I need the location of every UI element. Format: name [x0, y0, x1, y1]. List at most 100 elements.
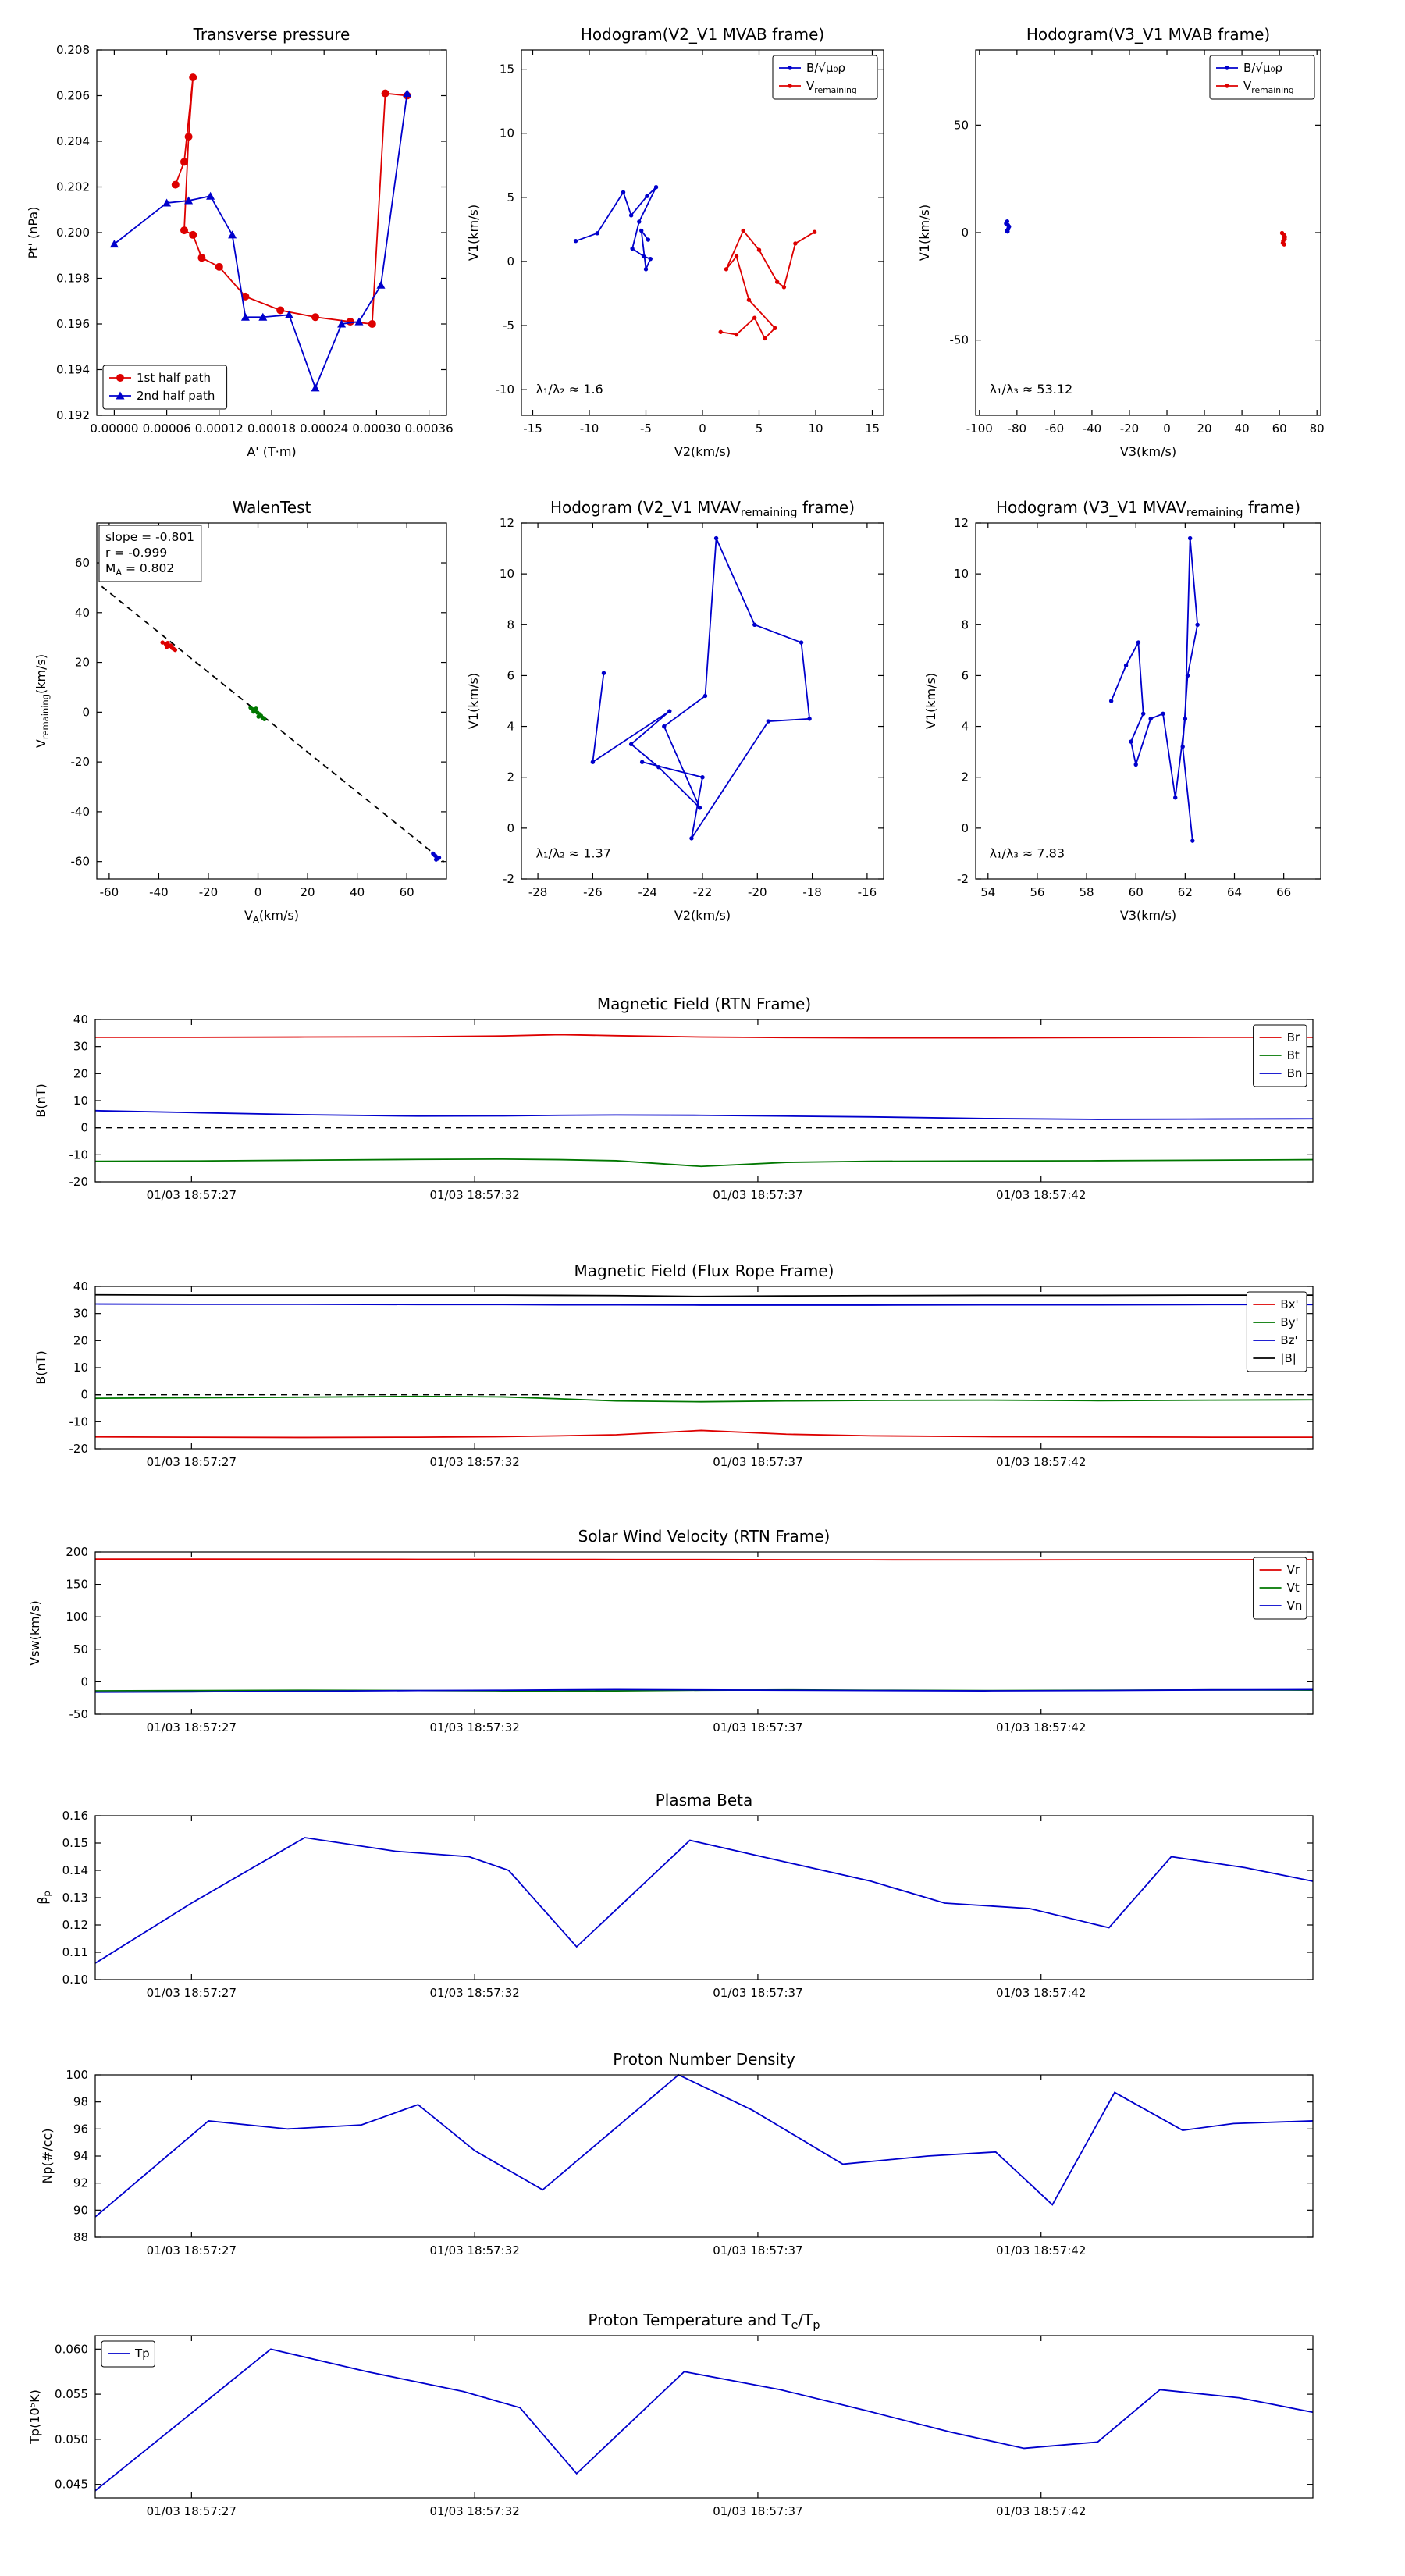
svg-text:Proton Temperature and Te​/Tp​: Proton Temperature and Te​/Tp​ — [588, 2311, 820, 2332]
svg-text:Bx': Bx' — [1280, 1297, 1298, 1311]
svg-text:01/03 18:57:32: 01/03 18:57:32 — [429, 1986, 519, 2000]
svg-text:01/03 18:57:27: 01/03 18:57:27 — [147, 2504, 237, 2518]
svg-text:01/03 18:57:42: 01/03 18:57:42 — [996, 1986, 1086, 2000]
svg-text:Pt' (nPa): Pt' (nPa) — [26, 207, 41, 259]
svg-text:-5: -5 — [640, 422, 652, 436]
svg-text:-80: -80 — [1008, 422, 1027, 436]
svg-text:-20: -20 — [71, 755, 91, 769]
svg-text:10: 10 — [73, 1094, 88, 1108]
svg-text:50: 50 — [954, 118, 969, 132]
svg-text:01/03 18:57:32: 01/03 18:57:32 — [429, 2504, 519, 2518]
svg-text:10: 10 — [500, 567, 514, 581]
chart-svg-transverse-pressure: 0.00000 0.00006 0.00012 0.00018 0.00024 0.000… — [26, 25, 454, 459]
chart-plasma-beta: 01/03 18:57:27 01/03 18:57:32 01/03 18:57:… — [0, 1781, 1405, 2012]
svg-text:12: 12 — [500, 516, 514, 530]
svg-text:0.192: 0.192 — [56, 408, 90, 422]
svg-text:0: 0 — [1163, 422, 1171, 436]
svg-text:6: 6 — [507, 668, 514, 682]
svg-text:B/√μ₀ρ: B/√μ₀ρ — [806, 61, 845, 75]
svg-text:80: 80 — [1310, 422, 1325, 436]
svg-text:5: 5 — [507, 190, 514, 205]
svg-text:0: 0 — [82, 705, 90, 719]
svg-text:-20: -20 — [69, 1442, 89, 1456]
svg-text:98: 98 — [73, 2095, 88, 2109]
svg-text:0: 0 — [80, 1388, 88, 1402]
chart-svg-solar-wind-velocity: 01/03 18:57:27 01/03 18:57:32 01/03 18:57:… — [27, 1527, 1314, 1735]
svg-text:0.00024: 0.00024 — [300, 422, 348, 436]
svg-text:4: 4 — [961, 720, 969, 734]
chart-svg-magnetic-field-rtn: 01/03 18:57:27 01/03 18:57:32 01/03 18:57:… — [34, 994, 1314, 1202]
svg-text:01/03 18:57:27: 01/03 18:57:27 — [147, 2243, 237, 2258]
svg-text:Hodogram(V2_V1 MVAB frame): Hodogram(V2_V1 MVAB frame) — [581, 25, 824, 44]
svg-text:92: 92 — [73, 2176, 88, 2190]
svg-text:Vt: Vt — [1287, 1581, 1300, 1595]
svg-text:12: 12 — [954, 516, 969, 530]
svg-text:96: 96 — [73, 2122, 88, 2136]
svg-text:60: 60 — [1129, 885, 1144, 899]
svg-text:0.00012: 0.00012 — [195, 422, 244, 436]
svg-text:10: 10 — [500, 126, 514, 141]
svg-text:Solar Wind Velocity (RTN Frame: Solar Wind Velocity (RTN Frame) — [578, 1527, 831, 1546]
svg-text:40: 40 — [75, 606, 90, 620]
svg-text:0: 0 — [507, 254, 514, 269]
svg-text:01/03 18:57:27: 01/03 18:57:27 — [147, 1986, 237, 2000]
svg-text:-60: -60 — [1045, 422, 1065, 436]
chart-svg-hodogram-v3v1-mvab: -100 -80 -60 -40 -20 0 20 40 60 80 -50 0 50 Hodogram(… — [917, 25, 1325, 459]
chart-hodogram-v2v1-mvab: -15 -10 -5 0 5 10 15 -10 -5 0 5 10 15 Hodogram(V2_V1 … — [461, 14, 898, 468]
svg-text:Tp: Tp — [134, 2347, 150, 2361]
svg-text:-28: -28 — [528, 885, 548, 899]
chart-svg-proton-density: 01/03 18:57:27 01/03 18:57:32 01/03 18:57:… — [40, 2050, 1314, 2258]
svg-text:30: 30 — [73, 1040, 88, 1054]
svg-text:2: 2 — [961, 770, 969, 785]
svg-text:20: 20 — [73, 1066, 88, 1080]
svg-text:01/03 18:57:42: 01/03 18:57:42 — [996, 1455, 1086, 1469]
svg-text:30: 30 — [73, 1307, 88, 1321]
svg-text:0.11: 0.11 — [62, 1945, 88, 1959]
svg-text:0.16: 0.16 — [62, 1809, 88, 1823]
svg-text:01/03 18:57:42: 01/03 18:57:42 — [996, 1720, 1086, 1735]
svg-text:-15: -15 — [523, 422, 542, 436]
svg-text:-20: -20 — [748, 885, 767, 899]
svg-text:By': By' — [1280, 1315, 1298, 1329]
svg-text:0: 0 — [80, 1674, 88, 1688]
svg-text:94: 94 — [73, 2149, 88, 2163]
svg-text:-2: -2 — [957, 872, 969, 886]
svg-text:20: 20 — [73, 1333, 88, 1347]
svg-text:-24: -24 — [638, 885, 657, 899]
svg-text:20: 20 — [301, 885, 315, 899]
svg-text:01/03 18:57:32: 01/03 18:57:32 — [429, 1720, 519, 1735]
svg-text:8: 8 — [961, 617, 969, 632]
svg-text:0.202: 0.202 — [56, 180, 90, 194]
svg-text:01/03 18:57:27: 01/03 18:57:27 — [147, 1188, 237, 1202]
svg-text:λ₁/λ₃ ≈ 7.83: λ₁/λ₃ ≈ 7.83 — [990, 846, 1065, 861]
svg-text:-10: -10 — [580, 422, 599, 436]
svg-text:Transverse pressure: Transverse pressure — [193, 25, 350, 44]
svg-text:4: 4 — [507, 720, 514, 734]
svg-text:A' (T·m): A' (T·m) — [247, 444, 296, 459]
svg-text:0.00036: 0.00036 — [405, 422, 454, 436]
svg-text:Vremaining​: Vremaining​ — [806, 79, 857, 95]
svg-text:-60: -60 — [100, 885, 119, 899]
svg-text:01/03 18:57:37: 01/03 18:57:37 — [713, 2243, 802, 2258]
svg-text:01/03 18:57:27: 01/03 18:57:27 — [147, 1455, 237, 1469]
chart-transverse-pressure: 0.00000 0.00006 0.00012 0.00018 0.00024 0.000… — [22, 14, 461, 468]
svg-text:0.055: 0.055 — [55, 2387, 88, 2401]
svg-text:0: 0 — [80, 1121, 88, 1135]
svg-text:Bz': Bz' — [1280, 1333, 1297, 1347]
svg-text:-40: -40 — [71, 805, 91, 819]
svg-text:60: 60 — [400, 885, 414, 899]
svg-text:01/03 18:57:32: 01/03 18:57:32 — [429, 2243, 519, 2258]
svg-text:0.10: 0.10 — [62, 1973, 88, 1987]
svg-text:Plasma Beta: Plasma Beta — [656, 1791, 753, 1809]
svg-text:Bn: Bn — [1287, 1066, 1303, 1080]
svg-text:0: 0 — [961, 821, 969, 835]
svg-text:5: 5 — [756, 422, 763, 436]
svg-text:0.196: 0.196 — [56, 317, 90, 331]
chart-magnetic-field-flux-rope: 01/03 18:57:27 01/03 18:57:32 01/03 18:57:… — [0, 1252, 1405, 1480]
svg-text:V2(km/s): V2(km/s) — [674, 908, 731, 923]
svg-text:40: 40 — [1235, 422, 1250, 436]
svg-text:WalenTest: WalenTest — [233, 498, 311, 517]
chart-proton-temperature: 01/03 18:57:27 01/03 18:57:32 01/03 18:57:… — [0, 2301, 1405, 2535]
chart-svg-hodogram-v2v1-mvav: -28 -26 -24 -22 -20 -18 -16-2024681012Hodogram… — [466, 498, 884, 923]
